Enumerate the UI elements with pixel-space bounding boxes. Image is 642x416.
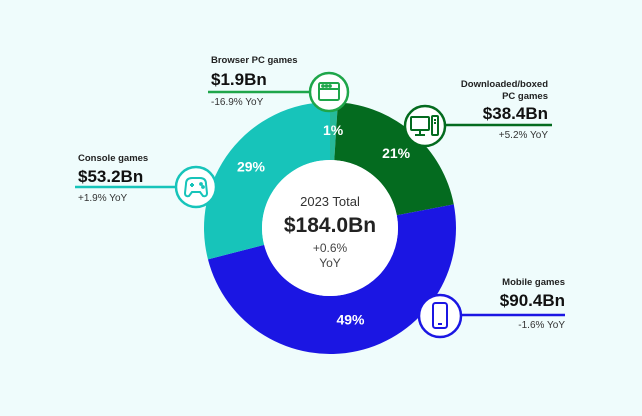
center-total-label: 2023 Total	[300, 194, 360, 209]
callout-mobile-games: Mobile games $90.4Bn -1.6% YoY	[417, 277, 565, 339]
slice-browser-pc-games	[330, 102, 338, 161]
callout-downloaded-pc-games: Downloaded/boxed PC games $38.4Bn +5.2% …	[403, 79, 552, 148]
slice-label-mobile: 49%	[336, 312, 365, 328]
callout-browser-pc-games: Browser PC games $1.9Bn -16.9% YoY	[208, 55, 350, 113]
donut-hole	[262, 160, 398, 296]
icon-circle	[308, 71, 350, 113]
category-value: $90.4Bn	[500, 291, 565, 310]
center-total-value: $184.0Bn	[284, 214, 376, 237]
category-value: $53.2Bn	[78, 167, 143, 186]
callout-console-games: Console games $53.2Bn +1.9% YoY	[75, 153, 218, 209]
category-name-line2: PC games	[502, 91, 548, 102]
category-value: $1.9Bn	[211, 70, 267, 89]
icon-circle	[417, 293, 463, 339]
center-yoy-label: YoY	[319, 256, 341, 270]
slice-label-browser: 1%	[323, 122, 344, 138]
category-name: Mobile games	[502, 277, 565, 288]
category-yoy: -1.6% YoY	[518, 320, 565, 331]
gamepad-icon	[183, 177, 209, 198]
browser-window-icon	[318, 82, 340, 101]
category-name-line1: Downloaded/boxed	[461, 79, 548, 90]
category-name: Console games	[78, 153, 148, 164]
center-yoy-change: +0.6%	[313, 241, 348, 255]
category-yoy: +5.2% YoY	[499, 130, 549, 141]
category-yoy: +1.9% YoY	[78, 193, 128, 204]
slice-label-console: 29%	[237, 159, 266, 175]
slice-console-games	[204, 102, 330, 260]
category-value: $38.4Bn	[483, 104, 548, 123]
desktop-pc-icon	[410, 115, 439, 136]
category-name: Browser PC games	[211, 55, 298, 66]
slice-label-downloaded: 21%	[382, 145, 411, 161]
smartphone-icon	[432, 302, 448, 329]
category-yoy: -16.9% YoY	[211, 97, 264, 108]
donut-slices	[204, 102, 457, 355]
slice-labels: 1% 21% 49% 29%	[237, 122, 411, 328]
slice-mobile-games	[207, 204, 457, 355]
slice-downloaded-pc-games	[334, 102, 454, 216]
icon-circle	[174, 165, 218, 209]
